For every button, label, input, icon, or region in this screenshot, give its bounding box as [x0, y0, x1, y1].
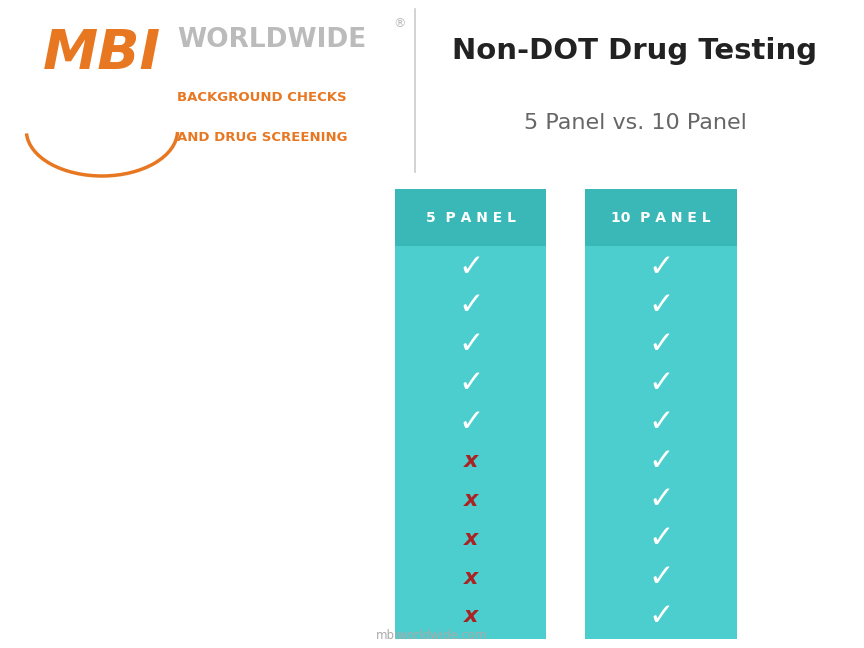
Text: BACKGROUND CHECKS: BACKGROUND CHECKS [177, 91, 346, 104]
Text: WORLDWIDE: WORLDWIDE [177, 27, 366, 53]
Text: ✓: ✓ [648, 524, 674, 553]
Text: x: x [464, 529, 478, 549]
Text: AND DRUG SCREENING: AND DRUG SCREENING [177, 132, 347, 145]
Text: x: x [464, 607, 478, 627]
Text: ✓: ✓ [648, 563, 674, 592]
Text: ✓: ✓ [458, 408, 484, 437]
Text: COCAINE...............................: COCAINE............................... [26, 299, 295, 314]
Text: 5  P A N E L: 5 P A N E L [426, 211, 516, 225]
Text: ✓: ✓ [648, 330, 674, 359]
Text: ✓: ✓ [648, 446, 674, 476]
Text: MARIJUANA............................: MARIJUANA............................ [26, 260, 301, 275]
Text: PCP........................................: PCP.....................................… [26, 415, 303, 430]
Text: BARBITURATES.....................: BARBITURATES..................... [26, 454, 290, 469]
Text: BENZODIAZEPINES ..........: BENZODIAZEPINES .......... [26, 492, 263, 507]
Text: ✓: ✓ [458, 253, 484, 282]
Text: ✓: ✓ [458, 330, 484, 359]
FancyBboxPatch shape [396, 189, 546, 638]
Text: ✓: ✓ [648, 253, 674, 282]
Text: ✓: ✓ [648, 602, 674, 631]
Text: ✓: ✓ [648, 408, 674, 437]
Text: METHADONE.......................: METHADONE....................... [26, 531, 282, 546]
Text: x: x [464, 451, 478, 471]
Text: OPIATES...............................: OPIATES............................... [26, 337, 292, 353]
FancyBboxPatch shape [586, 189, 736, 638]
Text: ✓: ✓ [648, 485, 674, 515]
FancyBboxPatch shape [396, 189, 546, 246]
Text: ®: ® [393, 17, 405, 30]
Text: QUAALUDES .......................: QUAALUDES ....................... [26, 570, 282, 585]
Text: PROPOXYPHENE................: PROPOXYPHENE................ [26, 609, 270, 624]
Text: Non-DOT Drug Testing: Non-DOT Drug Testing [453, 37, 817, 65]
Text: 5 Panel vs. 10 Panel: 5 Panel vs. 10 Panel [524, 113, 746, 133]
Text: MBI: MBI [43, 27, 162, 82]
Text: ✓: ✓ [458, 292, 484, 321]
Text: ✓: ✓ [458, 369, 484, 398]
Text: 10  P A N E L: 10 P A N E L [611, 211, 711, 225]
FancyBboxPatch shape [586, 189, 736, 246]
Text: AMPHETAMINES...................: AMPHETAMINES................... [26, 376, 287, 391]
Text: mbiworldwide.com: mbiworldwide.com [376, 629, 488, 642]
Text: ✓: ✓ [648, 292, 674, 321]
Text: x: x [464, 490, 478, 510]
Text: x: x [464, 568, 478, 588]
Text: ✓: ✓ [648, 369, 674, 398]
